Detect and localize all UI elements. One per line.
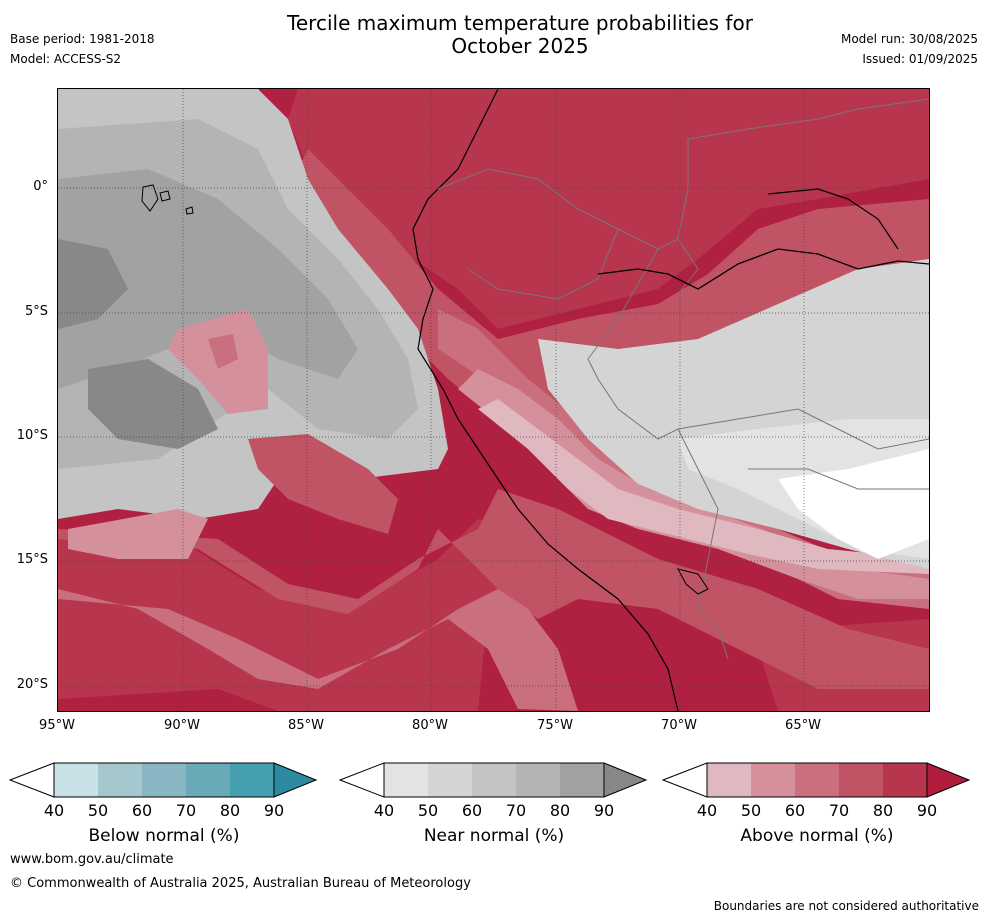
x-label-85w: 85°W: [288, 718, 324, 733]
x-label-70w: 70°W: [661, 718, 697, 733]
probability-map: [57, 88, 930, 712]
upper-amazon: [767, 188, 899, 250]
region-below-threshold-east: [778, 449, 929, 559]
cbar-above-60: [795, 763, 839, 797]
map-svg: [58, 89, 929, 711]
region-above-80-north: [288, 89, 929, 329]
near-tick-60: 60: [461, 801, 483, 820]
below-normal-title: Below normal (%): [88, 826, 240, 846]
base-period: Base period: 1981-2018: [10, 32, 155, 46]
amazon-river: [597, 248, 929, 290]
above-tick-80: 80: [872, 801, 894, 820]
below-tick-70: 70: [175, 801, 197, 820]
x-label-90w: 90°W: [164, 718, 200, 733]
y-label-5s: 5°S: [24, 304, 48, 319]
cbar-near-40: [384, 763, 428, 797]
cbar-below-60: [142, 763, 186, 797]
region-above-patch-offshore-4: [68, 509, 208, 559]
model-run: Model run: 30/08/2025: [840, 32, 978, 46]
below-tick-80: 80: [219, 801, 241, 820]
above-tick-50: 50: [740, 801, 762, 820]
cbar-below-start: [8, 762, 55, 798]
region-above-patch-offshore-2: [208, 334, 238, 369]
cbar-above-80: [883, 763, 927, 797]
colorbar-near-normal: [338, 762, 648, 798]
cbar-near-start: [338, 762, 385, 798]
x-label-80w: 80°W: [412, 718, 448, 733]
above-tick-60: 60: [784, 801, 806, 820]
title-line-2: October 2025: [451, 34, 589, 58]
near-tick-50: 50: [417, 801, 439, 820]
below-tick-60: 60: [131, 801, 153, 820]
near-tick-90: 90: [593, 801, 615, 820]
region-above-patch-offshore-3: [248, 434, 398, 534]
region-near-normal-west-90: [58, 239, 218, 449]
colorbar-above-normal: [661, 762, 971, 798]
cbar-below-80: [230, 763, 274, 797]
cbar-below-50: [98, 763, 142, 797]
region-above-60-south: [58, 589, 578, 711]
above-tick-70: 70: [828, 801, 850, 820]
x-label-65w: 65°W: [785, 718, 821, 733]
model-name: Model: ACCESS-S2: [10, 52, 122, 66]
above-normal-title: Above normal (%): [740, 826, 894, 846]
disclaimer: Boundaries are not considered authoritat…: [713, 899, 979, 913]
cbar-near-80: [560, 763, 604, 797]
galapagos-islands: [141, 184, 194, 215]
y-label-0: 0°: [33, 179, 48, 194]
near-normal-title: Near normal (%): [423, 826, 565, 846]
near-tick-40: 40: [373, 801, 395, 820]
near-tick-80: 80: [549, 801, 571, 820]
cbar-above-70: [839, 763, 883, 797]
region-above-50-andes: [458, 369, 929, 599]
graticule: [58, 89, 929, 711]
meta-left: Base period: 1981-2018 Model: ACCESS-S2: [10, 32, 155, 72]
cbar-near-50: [428, 763, 472, 797]
lake-titicaca: [677, 568, 709, 595]
colorbar-below-normal: [8, 762, 318, 798]
cbar-near-90: [603, 762, 648, 798]
copyright: © Commonwealth of Australia 2025, Austra…: [10, 876, 471, 891]
y-label-15s: 15°S: [16, 552, 48, 567]
y-label-10s: 10°S: [16, 428, 48, 443]
above-tick-40: 40: [696, 801, 718, 820]
cbar-below-90: [273, 762, 318, 798]
meta-right: Model run: 30/08/2025 Issued: 01/09/2025: [841, 32, 978, 72]
cbar-above-40: [707, 763, 751, 797]
cbar-near-60: [472, 763, 516, 797]
y-label-20s: 20°S: [16, 677, 48, 692]
map-title: Tercile maximum temperature probabilitie…: [0, 12, 988, 58]
below-tick-90: 90: [263, 801, 285, 820]
cbar-above-50: [751, 763, 795, 797]
below-tick-50: 50: [87, 801, 109, 820]
x-label-75w: 75°W: [537, 718, 573, 733]
cbar-below-40: [54, 763, 98, 797]
cbar-above-start: [661, 762, 708, 798]
country-borders: [437, 98, 929, 660]
above-tick-90: 90: [916, 801, 938, 820]
region-near-normal-west-80: [58, 169, 358, 389]
cbar-below-70: [186, 763, 230, 797]
title-line-1: Tercile maximum temperature probabilitie…: [287, 11, 753, 35]
x-label-95w: 95°W: [39, 718, 75, 733]
issued-date: Issued: 01/09/2025: [862, 52, 978, 66]
cbar-above-90: [926, 762, 971, 798]
website-link[interactable]: www.bom.gov.au/climate: [10, 852, 174, 867]
cbar-near-70: [516, 763, 560, 797]
region-above-70-south: [58, 489, 929, 689]
near-tick-70: 70: [505, 801, 527, 820]
coastline: [412, 89, 679, 711]
below-tick-40: 40: [43, 801, 65, 820]
